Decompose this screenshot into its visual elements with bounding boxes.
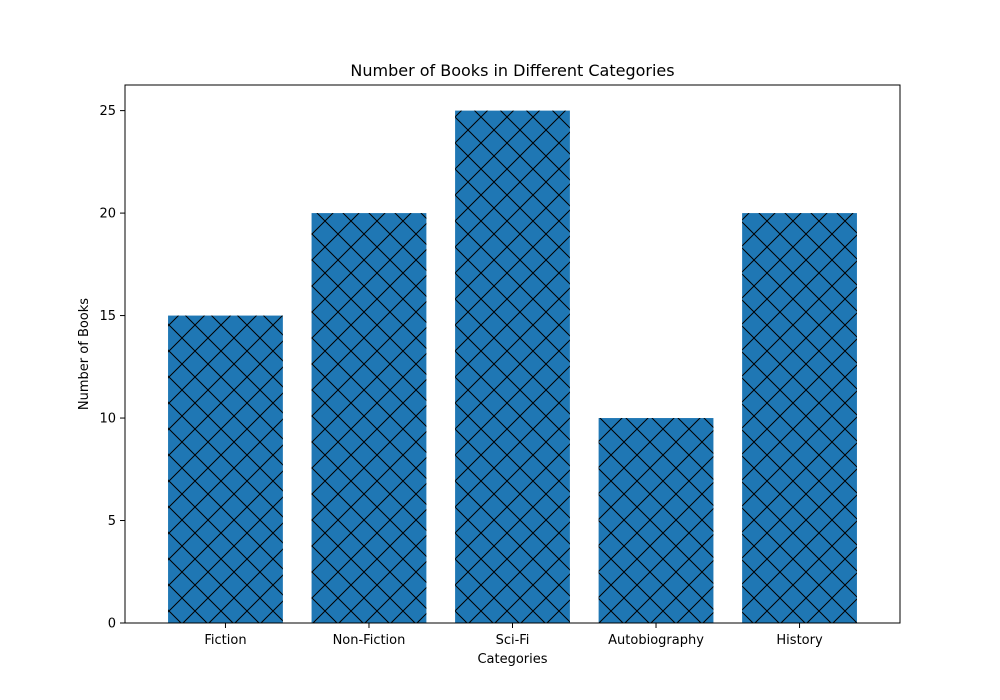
bar-hatch <box>311 213 427 623</box>
chart-title: Number of Books in Different Categories <box>350 61 674 80</box>
x-tick-label: Non-Fiction <box>333 633 406 648</box>
x-tick-label: History <box>776 633 823 648</box>
y-tick-label: 0 <box>108 617 116 632</box>
y-axis: 0 5 10 15 20 25 <box>99 104 125 632</box>
y-axis-label: Number of Books <box>77 298 92 410</box>
y-tick-label: 5 <box>108 514 116 529</box>
x-tick-label: Sci-Fi <box>496 633 530 648</box>
bar-hatch <box>598 418 714 623</box>
bar-hatch <box>742 213 857 623</box>
y-tick-label: 25 <box>99 104 116 119</box>
y-tick-label: 10 <box>99 412 116 427</box>
y-tick-label: 15 <box>99 309 116 324</box>
x-tick-label: Autobiography <box>608 633 704 648</box>
x-axis-label: Categories <box>477 652 547 667</box>
bar-hatch <box>168 315 283 623</box>
y-tick-label: 20 <box>99 207 116 222</box>
x-tick-label: Fiction <box>204 633 246 648</box>
x-axis: Fiction Non-Fiction Sci-Fi Autobiography His… <box>204 623 823 648</box>
bar-hatch <box>455 110 570 624</box>
bars-layer <box>168 110 857 624</box>
